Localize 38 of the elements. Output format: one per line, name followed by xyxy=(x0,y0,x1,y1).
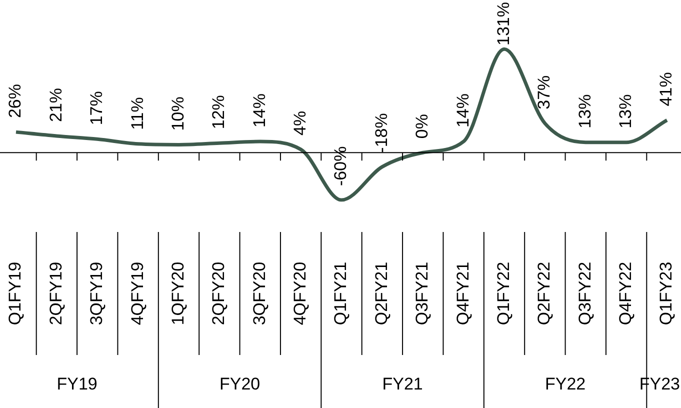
data-label: 12% xyxy=(209,95,228,130)
x-tick-label: 3QFY19 xyxy=(87,262,106,326)
x-tick-label: Q3FY21 xyxy=(412,262,432,326)
data-label: 4% xyxy=(290,110,310,136)
x-tick-label: Q3FY22 xyxy=(575,262,594,326)
text: FY20 xyxy=(219,374,260,394)
x-tick-label: 1QFY20 xyxy=(168,262,188,326)
data-label: -60% xyxy=(331,146,350,186)
data-label: 13% xyxy=(575,94,594,128)
x-tick-label: 4QFY20 xyxy=(290,262,310,326)
x-tick-label: Q4FY22 xyxy=(616,262,635,326)
x-tick-label: 2QFY19 xyxy=(46,262,66,326)
data-label: 14% xyxy=(453,94,472,128)
text: FY21 xyxy=(382,374,423,394)
x-tick-label: 4QFY19 xyxy=(128,262,147,326)
x-tick-label: 3QFY20 xyxy=(250,262,269,326)
data-label: 41% xyxy=(656,72,676,106)
data-label: -18% xyxy=(372,113,391,153)
data-label: 10% xyxy=(168,96,188,131)
data-label: 14% xyxy=(250,94,269,128)
x-tick-label: Q4FY21 xyxy=(453,262,472,326)
data-label: 17% xyxy=(87,91,106,126)
data-label: 11% xyxy=(128,97,147,130)
text: FY22 xyxy=(544,374,586,394)
x-tick-label: Q2FY22 xyxy=(534,262,554,326)
data-label: 13% xyxy=(616,94,635,128)
data-label: 0% xyxy=(412,114,432,139)
data-label: 21% xyxy=(46,88,66,122)
x-tick-label: 2QFY20 xyxy=(209,262,228,326)
data-label: 131% xyxy=(494,2,513,46)
x-tick-label: Q1FY21 xyxy=(331,262,350,326)
x-tick-label: Q2FY21 xyxy=(372,262,391,326)
x-tick-label: Q1FY23 xyxy=(656,262,676,326)
data-label: 37% xyxy=(534,75,554,110)
x-tick-label: Q1FY19 xyxy=(6,262,25,326)
x-tick-label: Q1FY22 xyxy=(494,262,513,326)
data-label: 26% xyxy=(6,84,25,118)
text: FY19 xyxy=(56,374,98,394)
